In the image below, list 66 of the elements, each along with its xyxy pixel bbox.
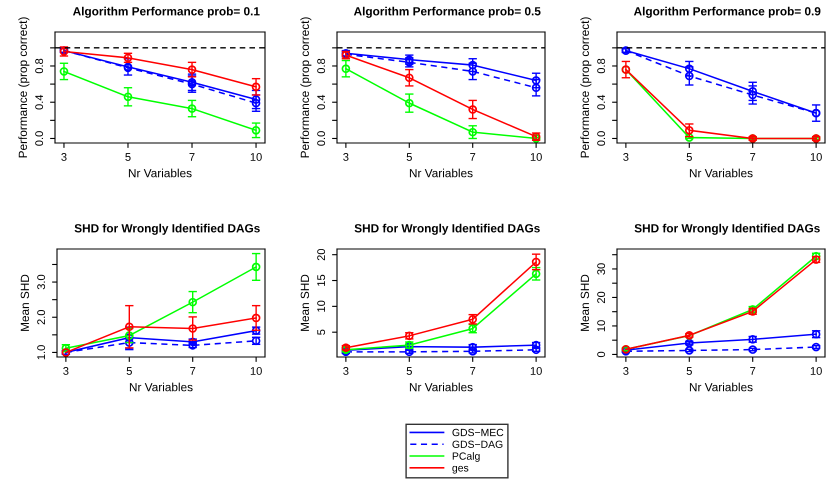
y-tick-label: 0.0 — [317, 131, 326, 146]
chart-title: Algorithm Performance prob= 0.1 — [72, 6, 260, 18]
x-tick-label: 7 — [189, 153, 195, 161]
y-tick-label: 3.0 — [37, 274, 46, 290]
y-tick-label: 15 — [317, 274, 326, 286]
chart-title: SHD for Wrongly Identified DAGs — [74, 224, 260, 235]
x-tick-label: 7 — [190, 367, 196, 375]
y-axis-title: Mean SHD — [20, 274, 30, 331]
y-tick-label: 0.4 — [35, 94, 44, 110]
x-tick-label: 3 — [343, 367, 348, 375]
y-axis-title: Performance (prop correct) — [300, 17, 312, 158]
x-tick-label: 10 — [530, 153, 542, 161]
y-tick-label: 0.0 — [597, 131, 606, 146]
y-tick-label: 0.4 — [597, 94, 606, 110]
y-tick-label: 0.0 — [35, 131, 44, 146]
y-axis-title: Performance (prop correct) — [580, 17, 592, 158]
y-tick-label: 0.4 — [317, 94, 326, 110]
y-tick-label: 0 — [597, 352, 606, 358]
chart-title: Algorithm Performance prob= 0.9 — [634, 6, 820, 18]
x-axis-title: Nr Variables — [410, 382, 473, 392]
y-tick-label: 5 — [317, 330, 326, 335]
x-tick-label: 5 — [686, 367, 692, 375]
y-tick-label: 1.0 — [37, 345, 46, 360]
legend-label: PCalg — [452, 452, 480, 462]
x-tick-label: 10 — [810, 367, 822, 375]
y-axis-title: Mean SHD — [580, 274, 590, 331]
x-tick-label: 3 — [63, 367, 68, 375]
x-axis-title: Nr Variables — [130, 382, 193, 392]
x-tick-label: 5 — [686, 153, 692, 161]
legend-label: ges — [452, 466, 468, 474]
x-tick-label: 5 — [125, 153, 131, 161]
y-tick-label: 20 — [597, 292, 606, 304]
x-tick-label: 7 — [750, 367, 756, 375]
x-tick-label: 5 — [406, 367, 412, 375]
x-axis-title: Nr Variables — [128, 168, 192, 178]
legend-label: GDS−MEC — [452, 428, 504, 436]
y-tick-label: 2.0 — [37, 310, 46, 324]
x-tick-label: 10 — [530, 367, 542, 375]
x-axis-title: Nr Variables — [410, 168, 473, 178]
chart-title: SHD for Wrongly Identified DAGs — [354, 224, 540, 235]
x-tick-label: 10 — [810, 153, 822, 161]
chart-title: SHD for Wrongly Identified DAGs — [634, 224, 820, 235]
y-tick-label: 10 — [317, 300, 326, 312]
x-tick-label: 7 — [470, 367, 476, 375]
y-tick-label: 0.8 — [35, 58, 44, 74]
x-tick-label: 3 — [623, 153, 628, 161]
x-tick-label: 3 — [343, 153, 348, 161]
x-axis-title: Nr Variables — [690, 168, 753, 178]
x-tick-label: 3 — [61, 153, 67, 161]
x-tick-label: 3 — [623, 367, 628, 375]
chart-title: Algorithm Performance prob= 0.5 — [354, 6, 541, 18]
x-axis-title: Nr Variables — [690, 382, 753, 392]
y-tick-label: 0.8 — [317, 58, 326, 74]
y-tick-label: 20 — [317, 248, 326, 260]
y-tick-label: 10 — [597, 320, 606, 332]
x-tick-label: 10 — [250, 367, 262, 375]
x-tick-label: 5 — [406, 153, 412, 161]
x-tick-label: 7 — [470, 153, 476, 161]
y-axis-title: Mean SHD — [300, 274, 310, 331]
y-tick-label: 0.8 — [597, 58, 606, 74]
legend-label: GDS−DAG — [452, 440, 502, 448]
x-tick-label: 5 — [126, 367, 132, 375]
x-tick-label: 7 — [750, 153, 756, 161]
x-tick-label: 10 — [250, 153, 262, 161]
y-axis-title: Performance (prop correct) — [18, 17, 30, 158]
y-tick-label: 30 — [597, 263, 606, 275]
